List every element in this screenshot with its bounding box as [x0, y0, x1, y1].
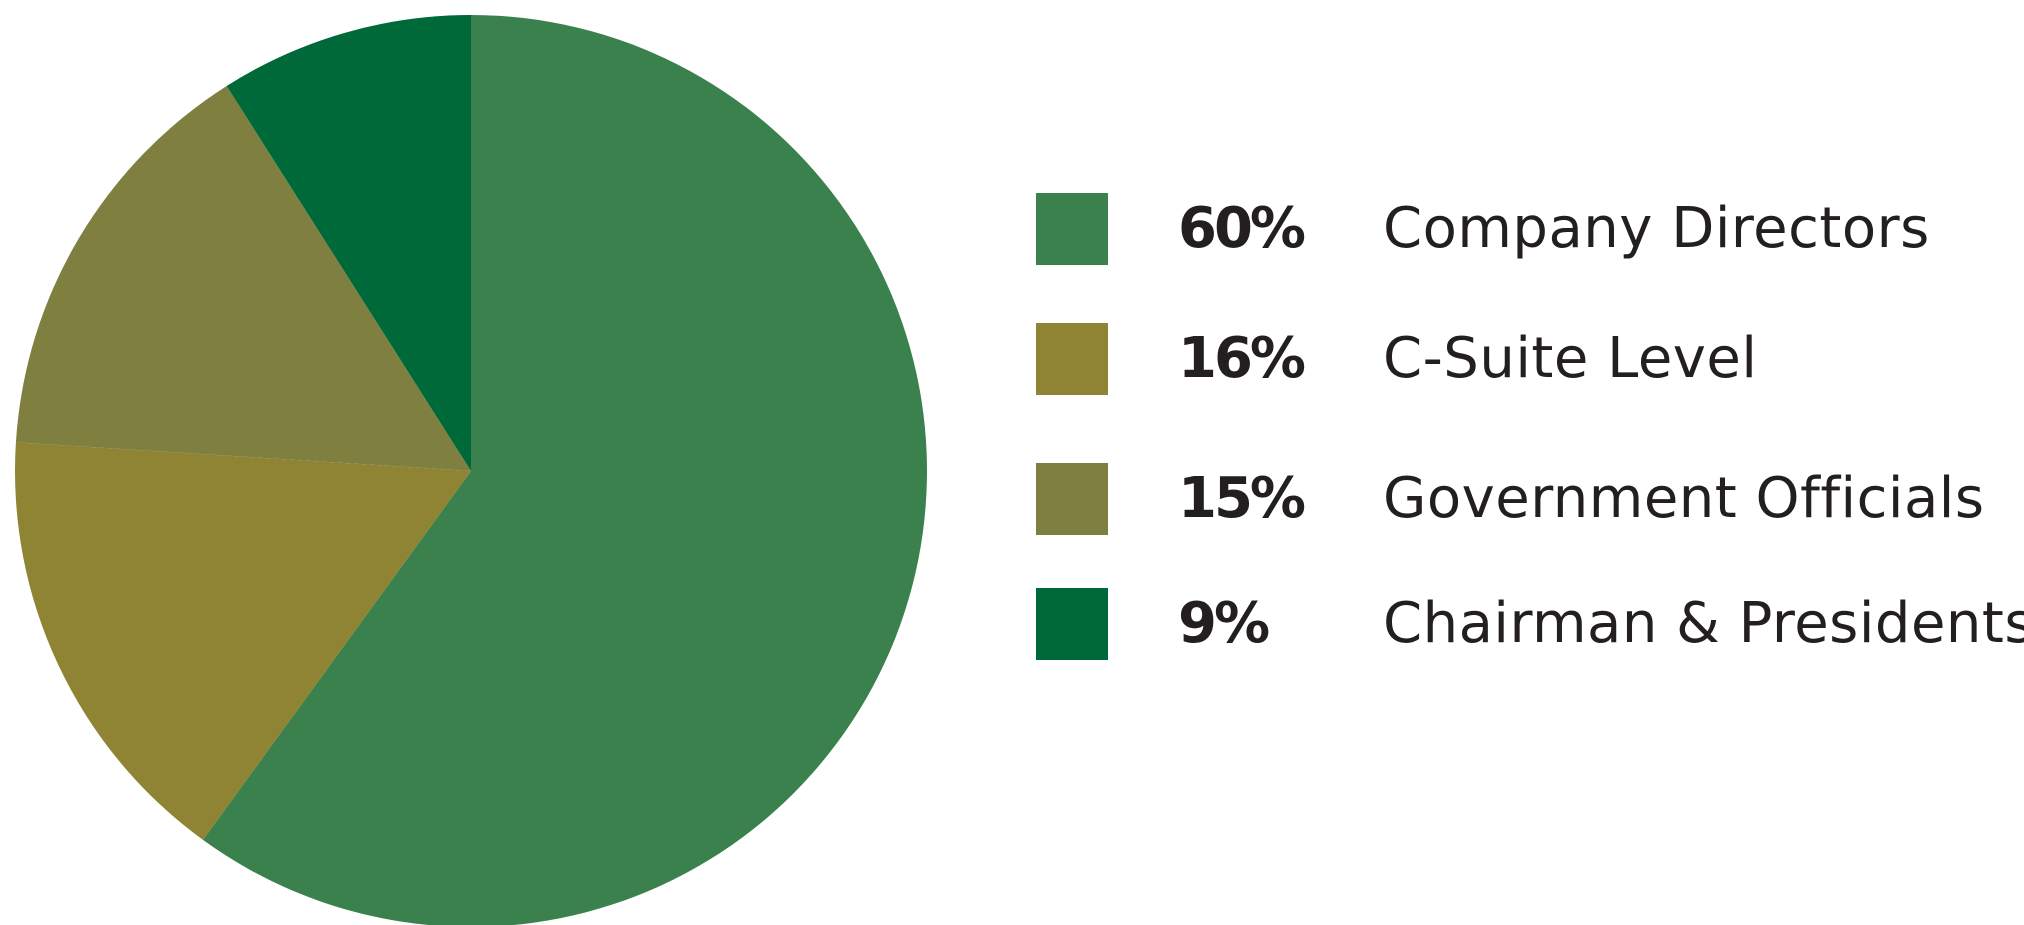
- pie-slice-c-suite-level: [14, 442, 471, 840]
- pie-slice-company-directors: [202, 15, 927, 925]
- legend-percent-chairman-presidents: 9%: [1178, 591, 1270, 656]
- legend-swatch-chairman-presidents: [1036, 588, 1108, 660]
- legend-percent-c-suite-level: 16%: [1178, 326, 1306, 391]
- legend-label-c-suite-level: C-Suite Level: [1383, 326, 1758, 391]
- legend-item-government-officials: 15% Government Officials: [1036, 463, 2016, 535]
- legend-label-government-officials: Government Officials: [1383, 466, 1985, 531]
- legend: 60% Company Directors 16% C-Suite Level …: [1036, 0, 2024, 925]
- legend-item-company-directors: 60% Company Directors: [1036, 193, 2016, 265]
- legend-percent-government-officials: 15%: [1178, 466, 1306, 531]
- legend-item-c-suite-level: 16% C-Suite Level: [1036, 323, 2016, 395]
- legend-swatch-company-directors: [1036, 193, 1108, 265]
- legend-percent-company-directors: 60%: [1178, 196, 1306, 261]
- pie-slice-chairman-presidents: [226, 15, 471, 471]
- legend-label-company-directors: Company Directors: [1383, 196, 1930, 261]
- legend-swatch-government-officials: [1036, 463, 1108, 535]
- legend-label-chairman-presidents: Chairman & Presidents: [1383, 591, 2024, 656]
- pie-chart: [14, 15, 927, 925]
- legend-swatch-c-suite-level: [1036, 323, 1108, 395]
- pie-slice-government-officials: [15, 85, 472, 472]
- legend-item-chairman-presidents: 9% Chairman & Presidents: [1036, 588, 2024, 660]
